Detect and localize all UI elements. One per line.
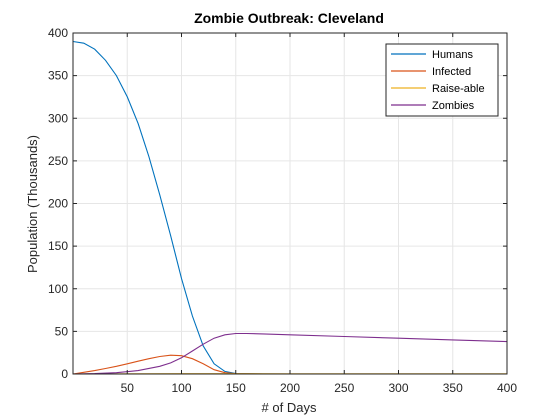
x-tick-label: 50 [121, 381, 135, 395]
x-tick-label: 150 [226, 381, 246, 395]
x-tick-label: 350 [443, 381, 463, 395]
legend-entry-label: Infected [432, 66, 471, 78]
x-tick-label: 250 [334, 381, 354, 395]
x-tick-label: 300 [388, 381, 408, 395]
legend-entry-label: Zombies [432, 100, 475, 112]
axes [72, 32, 508, 375]
tick-labels: 50 100 150 200 250 300 350 400 0 50 100 150 200 250 30… [48, 26, 517, 395]
y-tick-label: 400 [48, 26, 68, 40]
y-tick-label: 50 [55, 324, 69, 338]
y-tick-label: 250 [48, 154, 68, 168]
x-tick-label: 400 [497, 381, 517, 395]
y-axis-label: Population (Thousands) [25, 135, 40, 273]
legend: Humans Infected Raise-able Zombies [385, 43, 499, 117]
y-tick-label: 300 [48, 111, 68, 125]
x-axis-label: # of Days [262, 400, 317, 415]
y-tick-label: 0 [61, 367, 68, 381]
legend-entry-label: Humans [432, 49, 473, 61]
y-tick-label: 200 [48, 197, 68, 211]
legend-box [385, 43, 499, 117]
legend-entry-label: Raise-able [432, 83, 485, 95]
x-tick-label: 100 [171, 381, 191, 395]
y-tick-label: 150 [48, 239, 68, 253]
x-tick-label: 200 [280, 381, 300, 395]
y-tick-label: 100 [48, 282, 68, 296]
series-line-zombies [72, 332, 508, 375]
chart-title: Zombie Outbreak: Cleveland [194, 10, 384, 26]
y-tick-label: 350 [48, 69, 68, 83]
